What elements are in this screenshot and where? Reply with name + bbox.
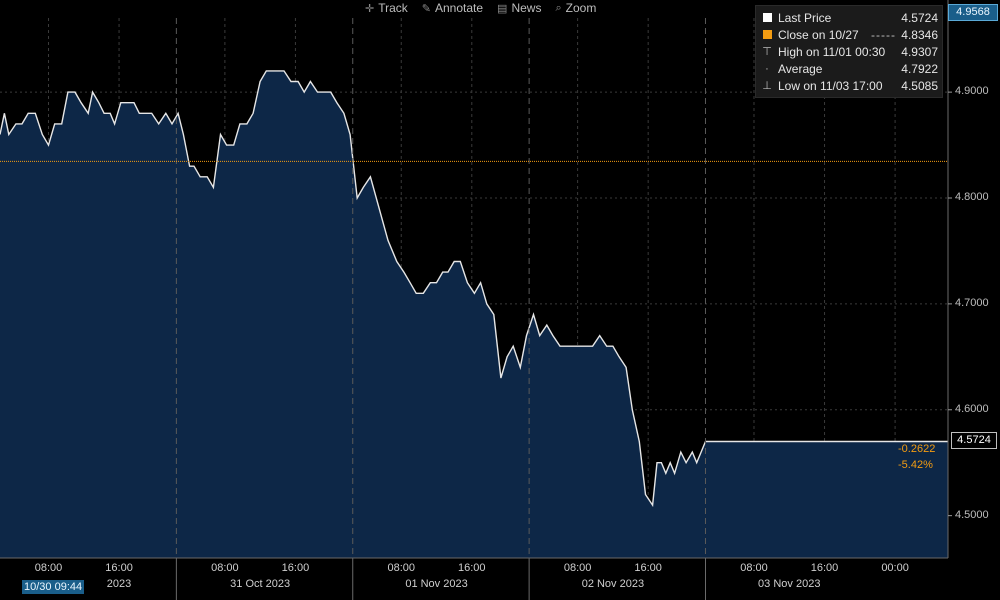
x-time-label: 16:00 (810, 562, 839, 574)
x-time-label: 16:00 (105, 562, 133, 574)
legend-last-price-value: 4.5724 (901, 10, 938, 25)
legend-high: ⊤ High on 11/01 00:30 4.9307 (760, 43, 938, 60)
legend-high-label: High on 11/01 00:30 (778, 44, 886, 59)
magnifier-icon: ⌕ (555, 1, 562, 14)
annotate-label: Annotate (435, 1, 484, 15)
y-tick-label: 4.6000 (955, 402, 989, 415)
top-price-tag: 4.9568 (948, 4, 998, 21)
start-time-tag: 10/30 09:44 (22, 580, 85, 594)
news-label: News (511, 1, 542, 15)
last-price-tag: 4.5724 (951, 432, 997, 449)
legend-average-value: 4.7922 (901, 61, 938, 76)
chart-toolbar: ✛ Track ✎ Annotate ▤ News ⌕ Zoom (365, 0, 596, 16)
legend-low: ⊥ Low on 11/03 17:00 4.5085 (760, 77, 938, 94)
x-time-label: 16:00 (458, 562, 486, 574)
legend-high-value: 4.9307 (901, 44, 938, 59)
y-tick-label: 4.9000 (955, 85, 989, 98)
legend-last-price[interactable]: Last Price 4.5724 (760, 9, 938, 26)
x-time-label: 08:00 (211, 562, 239, 574)
x-date-label: 2023 (106, 578, 132, 590)
x-date-label: 03 Nov 2023 (758, 578, 821, 590)
change-pct: -5.42% (898, 459, 933, 471)
annotate-tool[interactable]: ✎ Annotate (422, 0, 483, 16)
legend-close[interactable]: Close on 10/27 ----- 4.8346 (760, 26, 938, 43)
x-time-label: 08:00 (740, 562, 768, 574)
chart-legend: Last Price 4.5724 Close on 10/27 ----- 4… (755, 5, 943, 98)
legend-average: · Average 4.7922 (760, 60, 938, 77)
close-swatch-icon (762, 30, 772, 39)
pencil-icon: ✎ (421, 2, 431, 15)
low-marker-icon: ⊥ (762, 80, 772, 92)
crosshair-icon: ✛ (365, 2, 375, 15)
y-tick-label: 4.7000 (955, 296, 989, 309)
news-tool[interactable]: ▤ News (497, 0, 541, 16)
x-date-label: 01 Nov 2023 (405, 578, 468, 590)
zoom-tool[interactable]: ⌕ Zoom (555, 0, 596, 16)
legend-close-dash: ----- (871, 27, 896, 42)
legend-low-value: 4.5085 (901, 78, 938, 93)
y-tick-label: 4.8000 (955, 191, 989, 203)
legend-last-price-label: Last Price (778, 10, 832, 25)
change-abs: -0.2622 (898, 443, 936, 455)
zoom-label: Zoom (565, 1, 597, 15)
x-time-label: 16:00 (634, 562, 662, 574)
x-time-label: 00:00 (881, 562, 909, 574)
x-time-label: 16:00 (281, 562, 310, 574)
x-time-label: 08:00 (563, 562, 592, 574)
legend-close-value: 4.8346 (901, 27, 938, 42)
y-tick-label: 4.5000 (955, 508, 989, 521)
legend-close-label: Close on 10/27 (778, 27, 859, 42)
x-time-label: 08:00 (387, 562, 415, 574)
price-area (0, 70, 948, 559)
track-tool[interactable]: ✛ Track (365, 0, 408, 16)
track-label: Track (378, 1, 408, 15)
high-marker-icon: ⊤ (762, 46, 772, 58)
last-price-swatch-icon (762, 13, 772, 22)
news-icon: ▤ (497, 2, 508, 15)
x-time-label: 08:00 (34, 562, 63, 574)
x-date-label: 02 Nov 2023 (581, 578, 645, 590)
x-date-label: 31 Oct 2023 (230, 578, 291, 590)
average-marker-icon: · (765, 62, 769, 75)
legend-average-label: Average (778, 61, 823, 76)
price-line (0, 70, 948, 508)
legend-low-label: Low on 11/03 17:00 (778, 78, 883, 93)
